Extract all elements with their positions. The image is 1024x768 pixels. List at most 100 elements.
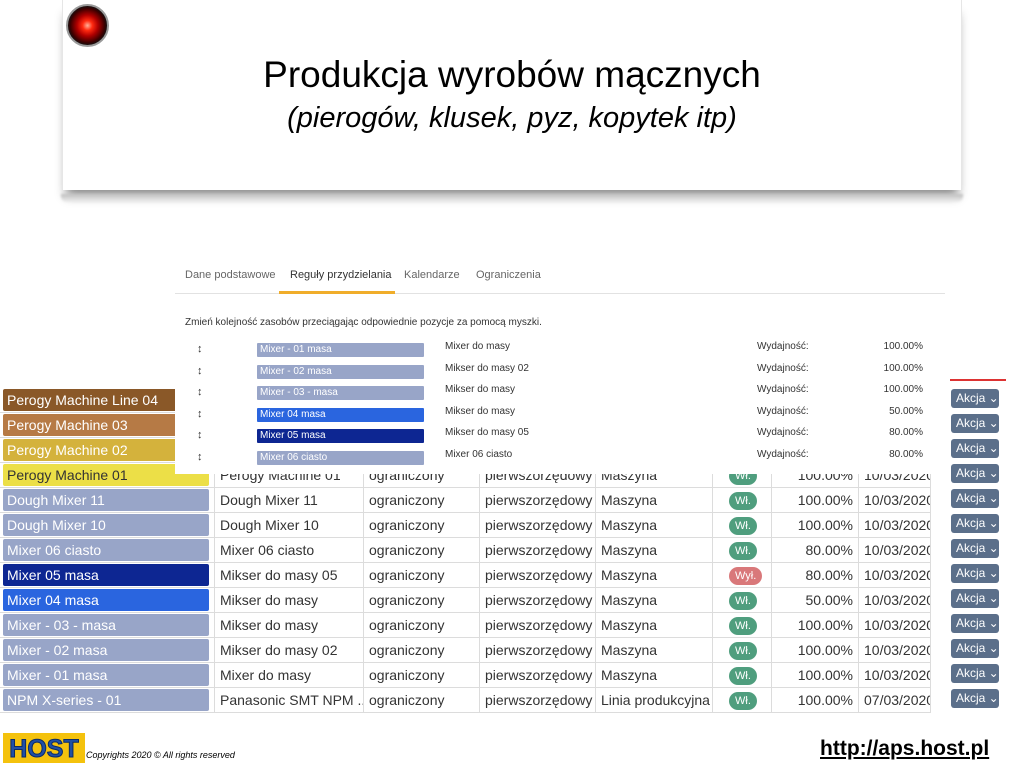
order-resource-desc: Mixer do masy xyxy=(445,341,511,352)
resource-type: Maszyna xyxy=(595,538,712,563)
action-label: Akcja xyxy=(956,566,986,580)
order-resource-chip[interactable]: Mixer - 03 - masa xyxy=(257,386,424,401)
chevron-down-icon: ⌄ xyxy=(985,391,999,405)
copyright: Copyrights 2020 © All rights reserved xyxy=(86,750,235,760)
action-button[interactable]: Akcja ⌄ xyxy=(951,514,999,533)
status-badge: Wył. xyxy=(729,567,763,585)
action-label: Akcja xyxy=(956,491,986,505)
action-cell: Akcja ⌄ xyxy=(930,488,1024,513)
action-button[interactable]: Akcja ⌄ xyxy=(951,614,999,633)
order-row[interactable]: ↕ Mixer - 01 masa Mixer do masy Wydajność: 1… xyxy=(175,339,945,360)
resource-chip[interactable]: NPM X-series - 01 xyxy=(3,689,209,711)
order-resource-chip[interactable]: Mixer - 01 masa xyxy=(257,343,424,357)
action-label: Akcja xyxy=(956,541,986,555)
resource-name: Mikser do masy 05 xyxy=(214,563,363,588)
action-button[interactable]: Akcja ⌄ xyxy=(951,689,999,708)
resource-chip[interactable]: Mixer 04 masa xyxy=(3,589,209,611)
order-row[interactable]: ↕ Mixer 04 masa Mikser do masy Wydajność: 50… xyxy=(175,404,945,425)
order-row[interactable]: ↕ Mixer 05 masa Mikser do masy 05 Wydajność… xyxy=(175,425,945,446)
status-cell: Wył. xyxy=(712,563,771,588)
status-cell: Wł. xyxy=(712,538,771,563)
resource-chip[interactable]: Perogy Machine 01 xyxy=(3,464,209,486)
action-button[interactable]: Akcja ⌄ xyxy=(951,439,999,458)
drag-hint: Zmień kolejność zasobów przeciągając odp… xyxy=(185,317,542,328)
status-cell: Wł. xyxy=(712,638,771,663)
action-button[interactable]: Akcja ⌄ xyxy=(951,464,999,483)
priority: pierwszorzędowy xyxy=(479,538,595,563)
resource-chip[interactable]: Mixer - 01 masa xyxy=(3,664,209,686)
order-resource-desc: Mixer 06 ciasto xyxy=(445,449,513,460)
status-badge: Wł. xyxy=(729,517,757,535)
drag-handle-icon[interactable]: ↕ xyxy=(197,364,203,377)
tab-dane-podstawowe[interactable]: Dane podstawowe xyxy=(185,269,276,281)
action-button[interactable]: Akcja ⌄ xyxy=(951,389,999,408)
date: 10/03/2020 xyxy=(858,613,930,638)
tab-reguly-przydzielania[interactable]: Reguły przydzielania xyxy=(290,269,392,281)
chevron-down-icon: ⌄ xyxy=(985,616,999,630)
tab-ograniczenia[interactable]: Ograniczenia xyxy=(476,269,541,281)
action-button[interactable]: Akcja ⌄ xyxy=(951,639,999,658)
resource-chip[interactable]: Dough Mixer 11 xyxy=(3,489,209,511)
action-cell: Akcja ⌄ xyxy=(930,413,1024,438)
table-row: Mixer - 03 - masa Mikser do masy ograniczo… xyxy=(0,613,1024,638)
drag-handle-icon[interactable]: ↕ xyxy=(197,451,203,463)
action-button[interactable]: Akcja ⌄ xyxy=(951,664,999,683)
date: 10/03/2020 xyxy=(858,588,930,613)
status-cell: Wł. xyxy=(712,663,771,688)
action-button[interactable]: Akcja ⌄ xyxy=(951,589,999,608)
chevron-down-icon: ⌄ xyxy=(985,666,999,680)
chevron-down-icon: ⌄ xyxy=(985,691,999,705)
efficiency-label: Wydajność: xyxy=(757,384,809,396)
action-cell: Akcja ⌄ xyxy=(930,463,1024,488)
website-link[interactable]: http://aps.host.pl xyxy=(820,737,990,760)
efficiency-value: 100.00% xyxy=(883,362,923,374)
resource-type: Maszyna xyxy=(595,513,712,538)
priority: pierwszorzędowy xyxy=(479,588,595,613)
order-resource-chip[interactable]: Mixer - 02 masa xyxy=(257,364,424,379)
priority: pierwszorzędowy xyxy=(479,663,595,688)
efficiency: 50.00% xyxy=(771,588,858,613)
resource-chip[interactable]: Mixer 06 ciasto xyxy=(3,539,209,561)
order-row[interactable]: ↕ Mixer 06 ciasto Mixer 06 ciasto Wydajność… xyxy=(175,447,945,468)
drag-handle-icon[interactable]: ↕ xyxy=(197,429,203,442)
order-resource-chip[interactable]: Mixer 06 ciasto xyxy=(257,451,424,465)
action-cell: Akcja ⌄ xyxy=(930,538,1024,563)
chevron-down-icon: ⌄ xyxy=(985,541,999,555)
action-button[interactable]: Akcja ⌄ xyxy=(951,414,999,433)
drag-handle-icon[interactable]: ↕ xyxy=(197,343,203,355)
drag-handle-icon[interactable]: ↕ xyxy=(197,407,203,420)
resource-name: Mikser do masy 02 xyxy=(214,638,363,663)
resource-name: Dough Mixer 10 xyxy=(214,513,363,538)
date: 10/03/2020 xyxy=(858,488,930,513)
action-button[interactable]: Akcja ⌄ xyxy=(951,564,999,583)
order-row[interactable]: ↕ Mixer - 03 - masa Mikser do masy Wydajnoś… xyxy=(175,382,945,403)
action-cell: Akcja ⌄ xyxy=(930,588,1024,613)
action-button[interactable]: Akcja ⌄ xyxy=(951,539,999,558)
order-resource-chip[interactable]: Mixer 05 masa xyxy=(257,429,424,444)
status-badge: Wł. xyxy=(729,642,757,660)
host-logo: HOST xyxy=(3,733,85,763)
resource-chip[interactable]: Perogy Machine Line 04 xyxy=(3,389,209,411)
status-cell: Wł. xyxy=(712,613,771,638)
resource-chip[interactable]: Mixer - 03 - masa xyxy=(3,614,209,636)
resource-chip[interactable]: Dough Mixer 10 xyxy=(3,514,209,536)
action-label: Akcja xyxy=(956,691,986,705)
red-marker xyxy=(950,379,1006,381)
resource-name: Panasonic SMT NPM ... xyxy=(214,688,363,713)
slide-header-card: Produkcja wyrobów mącznych (pierogów, kl… xyxy=(62,0,962,190)
drag-handle-icon[interactable]: ↕ xyxy=(197,386,203,399)
resource-chip[interactable]: Mixer - 02 masa xyxy=(3,639,209,661)
limit-type: ograniczony xyxy=(363,538,479,563)
order-row[interactable]: ↕ Mixer - 02 masa Mikser do masy 02 Wydajno… xyxy=(175,361,945,382)
resource-chip[interactable]: Perogy Machine 03 xyxy=(3,414,209,436)
tab-kalendarze[interactable]: Kalendarze xyxy=(404,269,460,281)
resource-chip[interactable]: Perogy Machine 02 xyxy=(3,439,209,461)
action-button[interactable]: Akcja ⌄ xyxy=(951,489,999,508)
status-badge: Wł. xyxy=(729,542,757,560)
resource-type: Maszyna xyxy=(595,663,712,688)
efficiency-value: 100.00% xyxy=(883,384,923,396)
resource-chip[interactable]: Mixer 05 masa xyxy=(3,564,209,586)
order-resource-chip[interactable]: Mixer 04 masa xyxy=(257,407,424,422)
chevron-down-icon: ⌄ xyxy=(985,591,999,605)
order-resource-desc: Mikser do masy 05 xyxy=(445,427,529,439)
